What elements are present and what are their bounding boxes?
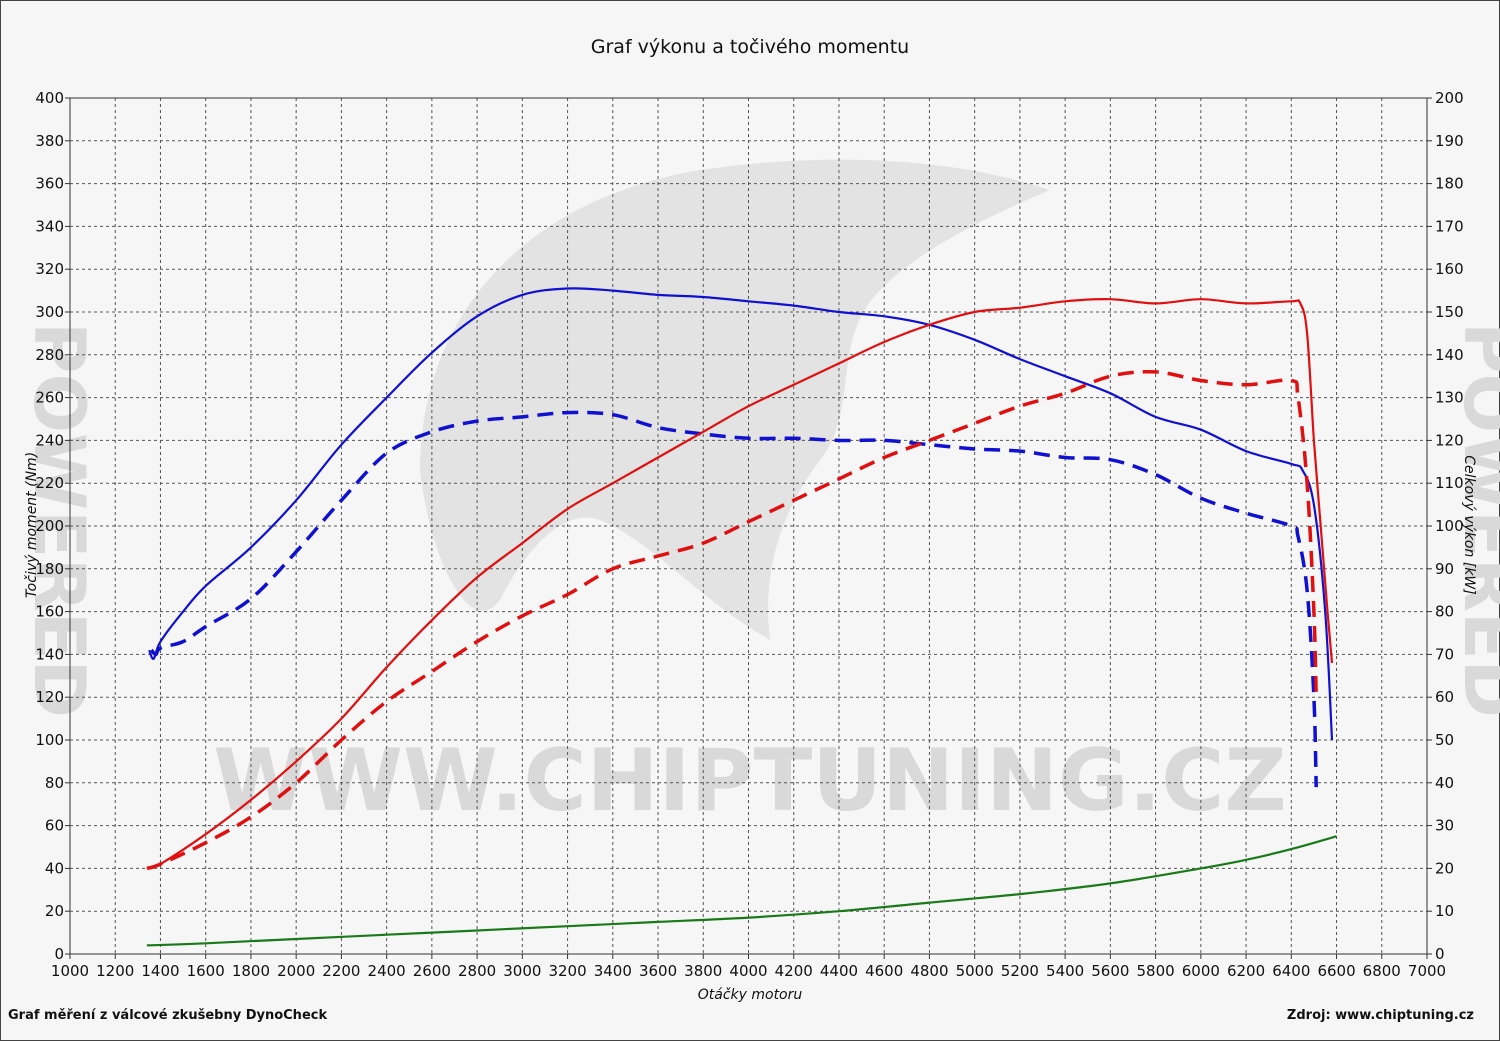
y-left-tick-label: 340 [35,217,64,235]
footer-left: Graf měření z válcové zkušebny DynoCheck [8,1008,327,1023]
series-layer [146,287,1337,947]
y-left-tick-label: 320 [35,260,64,278]
x-tick-label: 5000 [956,962,994,980]
x-tick-label: 2600 [413,962,451,980]
y-left-tick-label: 160 [35,603,64,621]
x-tick-label: 3600 [639,962,677,980]
y-left-tick-label: 80 [45,774,64,792]
grid [70,98,1427,954]
watermark-side-left: POWERED [18,322,100,718]
footer-right: Zdroj: www.chiptuning.cz [1287,1008,1474,1023]
y-right-tick-label: 0 [1435,945,1445,963]
y-right-tick-label: 100 [1435,517,1464,535]
y-right-tick-label: 90 [1435,560,1454,578]
y-right-tick-label: 190 [1435,132,1464,150]
x-tick-label: 1200 [96,962,134,980]
x-tick-label: 5200 [1001,962,1039,980]
x-tick-label: 6600 [1317,962,1355,980]
y-left-tick-label: 220 [35,474,64,492]
y-axis-label-right: Celkový výkon [kW] [1461,455,1477,594]
y-left-tick-label: 40 [45,859,64,877]
y-right-tick-label: 60 [1435,688,1454,706]
x-tick-label: 4400 [820,962,858,980]
y-right-tick-label: 110 [1435,474,1464,492]
x-tick-label: 1800 [232,962,270,980]
chart-title: Graf výkonu a točivého momentu [591,36,909,58]
y-right-tick-label: 40 [1435,774,1454,792]
y-left-tick-label: 20 [45,902,64,920]
x-tick-label: 1000 [51,962,89,980]
x-tick-label: 2200 [322,962,360,980]
y-left-tick-label: 300 [35,303,64,321]
y-left-tick-label: 140 [35,645,64,663]
y-right-tick-label: 30 [1435,817,1454,835]
x-tick-label: 6200 [1227,962,1265,980]
x-tick-label: 3000 [503,962,541,980]
series-line-1 [150,410,1318,788]
x-tick-label: 2000 [277,962,315,980]
x-tick-label: 4200 [775,962,813,980]
x-tick-label: 4800 [910,962,948,980]
y-left-tick-label: 60 [45,817,64,835]
y-left-tick-label: 360 [35,175,64,193]
x-tick-label: 5600 [1091,962,1129,980]
x-tick-label: 2400 [368,962,406,980]
x-tick-label: 1600 [187,962,225,980]
axes: 1000 1200 1400 1600 1800 2000 2200 2400 2600 2800… [35,89,1463,980]
y-axis-label-left: Točivý moment (Nm) [24,452,40,598]
x-tick-label: 7000 [1408,962,1446,980]
y-right-tick-label: 20 [1435,859,1454,877]
x-tick-label: 5400 [1046,962,1084,980]
y-left-tick-label: 380 [35,132,64,150]
y-left-tick-label: 240 [35,431,64,449]
x-tick-label: 4000 [729,962,767,980]
x-tick-label: 2800 [458,962,496,980]
y-right-tick-label: 120 [1435,431,1464,449]
y-right-tick-label: 150 [1435,303,1464,321]
watermark-logo-shape [420,159,1050,640]
x-tick-label: 6000 [1182,962,1220,980]
watermark-layer: WWW.CHIPTUNING.CZ POWERED POWERED [18,159,1500,831]
y-left-tick-label: 260 [35,389,64,407]
x-tick-label: 5800 [1137,962,1175,980]
watermark-side-right: POWERED [1448,322,1500,718]
y-right-tick-label: 50 [1435,731,1454,749]
y-left-tick-label: 180 [35,560,64,578]
y-right-tick-label: 170 [1435,217,1464,235]
y-right-tick-label: 70 [1435,645,1454,663]
y-left-tick-label: 280 [35,346,64,364]
y-right-tick-label: 180 [1435,175,1464,193]
series-line-0 [148,287,1334,741]
watermark-text: WWW.CHIPTUNING.CZ [213,731,1287,831]
y-right-tick-label: 160 [1435,260,1464,278]
y-left-tick-label: 120 [35,688,64,706]
y-right-tick-label: 10 [1435,902,1454,920]
x-tick-label: 3200 [548,962,586,980]
y-right-tick-label: 200 [1435,89,1464,107]
x-tick-label: 3400 [594,962,632,980]
series-line-3 [146,369,1318,871]
y-left-tick-label: 400 [35,89,64,107]
series-line-2 [148,298,1334,870]
x-tick-label: 6800 [1363,962,1401,980]
series-line-4 [146,835,1337,947]
x-tick-label: 4600 [865,962,903,980]
x-tick-label: 3800 [684,962,722,980]
y-right-tick-label: 140 [1435,346,1464,364]
x-tick-label: 1400 [141,962,179,980]
y-left-tick-label: 100 [35,731,64,749]
x-axis-label: Otáčky motoru [698,987,803,1003]
y-right-tick-label: 80 [1435,603,1454,621]
x-tick-label: 6400 [1272,962,1310,980]
y-left-tick-label: 0 [54,945,64,963]
y-left-tick-label: 200 [35,517,64,535]
y-right-tick-label: 130 [1435,389,1464,407]
